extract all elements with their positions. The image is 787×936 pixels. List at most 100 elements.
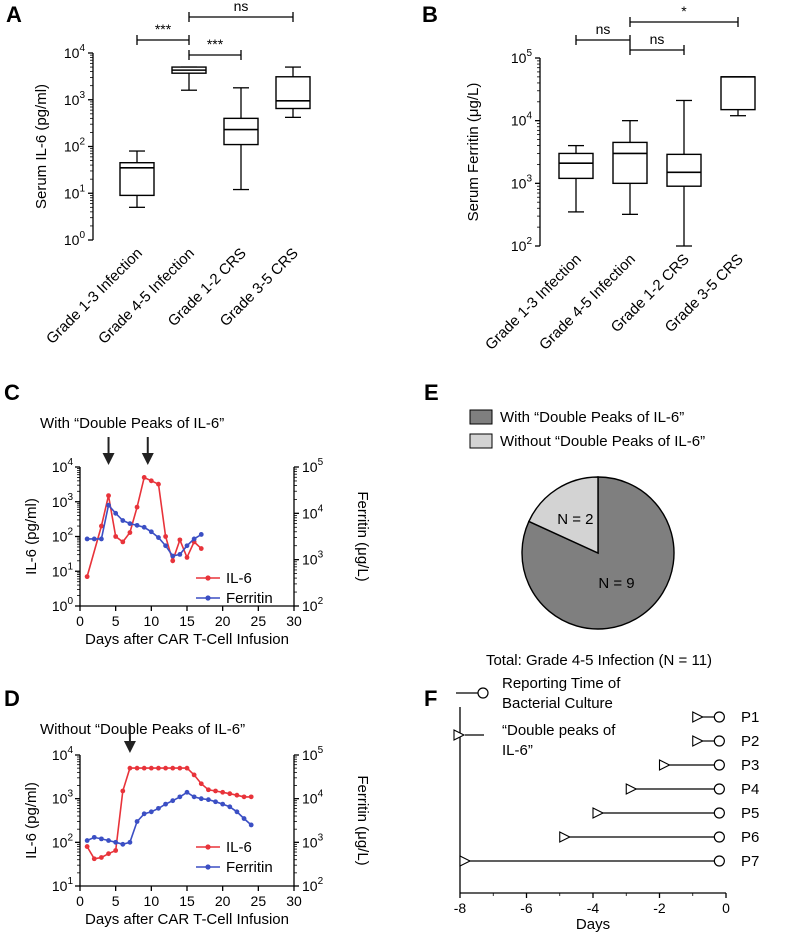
x-tick-label: 10 bbox=[144, 893, 160, 909]
data-point-ferritin bbox=[148, 529, 154, 535]
slice-label: N = 2 bbox=[557, 511, 593, 528]
x-tick-label: 15 bbox=[179, 613, 195, 629]
data-point-il-6 bbox=[141, 765, 147, 771]
data-point-il-6 bbox=[177, 537, 183, 543]
culture-circle-marker bbox=[713, 783, 725, 795]
y2-axis-title: Ferritin (μg/L) bbox=[354, 775, 371, 865]
patient-label: P3 bbox=[741, 757, 759, 774]
panel-letter-c: C bbox=[4, 380, 20, 405]
peak-triangle-marker bbox=[658, 759, 671, 771]
y-tick-label: 105 bbox=[511, 48, 533, 66]
data-point-il-6 bbox=[127, 765, 133, 771]
timeline-row: P5 bbox=[592, 805, 759, 822]
category-label: Grade 1-3 Infection bbox=[43, 245, 146, 348]
y-tick-label: 103 bbox=[511, 173, 533, 191]
patient-label: P5 bbox=[741, 805, 759, 822]
y-tick-label: 104 bbox=[52, 745, 74, 763]
legend-label: Bacterial Culture bbox=[502, 695, 613, 712]
data-point-il-6 bbox=[241, 794, 247, 800]
significance-bracket: ns bbox=[629, 31, 685, 55]
culture-circle-marker bbox=[713, 855, 725, 867]
box-4 bbox=[275, 66, 311, 119]
panel-e-pie: With “Double Peaks of IL-6” Without “Doub… bbox=[469, 409, 712, 669]
data-point-il-6 bbox=[84, 844, 90, 849]
data-point-ferritin bbox=[170, 553, 176, 559]
y-axis-title: IL-6 (pg/ml) bbox=[23, 782, 40, 859]
culture-circle-marker bbox=[713, 807, 725, 819]
data-point-ferritin bbox=[127, 839, 133, 845]
patient-label: P7 bbox=[741, 853, 759, 870]
significance-bracket: *** bbox=[188, 36, 242, 60]
data-point-il-6 bbox=[234, 792, 240, 798]
data-point-il-6 bbox=[213, 788, 218, 794]
chart-title: With “Double Peaks of IL-6” bbox=[40, 415, 224, 432]
legend-circle bbox=[477, 687, 489, 699]
patient-label: P6 bbox=[741, 829, 759, 846]
data-point-il-6 bbox=[99, 855, 104, 860]
y-axis-title: Serum Ferritin (μg/L) bbox=[465, 83, 482, 222]
category-label: Grade 4-5 Infection bbox=[95, 245, 198, 348]
x-tick-label: 20 bbox=[215, 613, 231, 629]
data-point-ferritin bbox=[106, 502, 111, 508]
data-point-ferritin bbox=[120, 841, 126, 847]
x-tick-label: 30 bbox=[286, 613, 302, 629]
box-3 bbox=[666, 99, 702, 247]
significance-label: ns bbox=[234, 0, 249, 14]
data-point-il-6 bbox=[120, 788, 126, 794]
y-tick-label: 103 bbox=[52, 492, 74, 510]
y-tick-label: 104 bbox=[52, 457, 74, 475]
y2-tick-label: 104 bbox=[302, 789, 324, 807]
data-point-ferritin bbox=[91, 536, 97, 542]
x-tick-label: 10 bbox=[144, 613, 160, 629]
panel-d-no-double-peaks-line: Without “Double Peaks of IL-6” 101 102 103 1… bbox=[23, 721, 371, 928]
data-point-ferritin bbox=[163, 543, 169, 549]
y-tick-label: 101 bbox=[52, 876, 74, 894]
y2-tick-label: 102 bbox=[302, 876, 324, 894]
arrow-head bbox=[102, 453, 115, 465]
y2-tick-label: 105 bbox=[302, 745, 324, 763]
category-label: Grade 1-3 Infection bbox=[482, 251, 585, 354]
y2-tick-label: 103 bbox=[302, 832, 324, 850]
box-iqr bbox=[666, 153, 702, 187]
timeline-row: P3 bbox=[658, 757, 759, 774]
data-point-il-6 bbox=[127, 530, 133, 535]
category-label: Grade 4-5 Infection bbox=[536, 251, 639, 354]
data-point-ferritin bbox=[163, 801, 169, 807]
legend-label: Ferritin bbox=[226, 590, 273, 607]
data-point-ferritin bbox=[213, 799, 218, 805]
legend-triangle bbox=[453, 729, 466, 741]
data-point-ferritin bbox=[113, 839, 119, 845]
box-iqr bbox=[558, 152, 594, 180]
x-axis-title: Days bbox=[576, 916, 610, 933]
x-tick-label: -2 bbox=[653, 900, 666, 916]
significance-bracket: ns bbox=[575, 21, 631, 45]
pie-caption: Total: Grade 4-5 Infection (N = 11) bbox=[486, 652, 712, 669]
legend-marker bbox=[205, 864, 211, 870]
x-axis-title: Days after CAR T-Cell Infusion bbox=[85, 911, 289, 928]
data-point-il-6 bbox=[198, 546, 204, 551]
data-point-ferritin bbox=[198, 532, 204, 537]
peak-triangle-marker bbox=[592, 807, 605, 819]
legend-label: IL-6” bbox=[502, 742, 533, 759]
data-point-il-6 bbox=[184, 765, 190, 771]
y-tick-label: 103 bbox=[64, 90, 86, 108]
y-axis-title: Serum IL-6 (pg/ml) bbox=[33, 84, 50, 209]
peak-arrow bbox=[102, 437, 115, 465]
data-point-ferritin bbox=[248, 822, 254, 828]
x-tick-label: 25 bbox=[251, 613, 267, 629]
data-point-ferritin bbox=[220, 801, 226, 807]
data-point-ferritin bbox=[99, 536, 104, 542]
data-point-il-6 bbox=[134, 765, 140, 771]
data-point-ferritin bbox=[156, 805, 161, 811]
y2-tick-label: 102 bbox=[302, 596, 324, 614]
box-iqr bbox=[223, 117, 259, 146]
data-point-il-6 bbox=[184, 555, 190, 560]
significance-label: *** bbox=[207, 36, 224, 52]
data-point-ferritin bbox=[106, 838, 111, 843]
y-tick-label: 104 bbox=[511, 111, 533, 129]
peak-triangle-marker bbox=[625, 783, 638, 795]
significance-label: ns bbox=[650, 31, 665, 47]
data-point-ferritin bbox=[198, 796, 204, 802]
x-tick-label: -8 bbox=[454, 900, 467, 916]
x-tick-label: -4 bbox=[587, 900, 600, 916]
